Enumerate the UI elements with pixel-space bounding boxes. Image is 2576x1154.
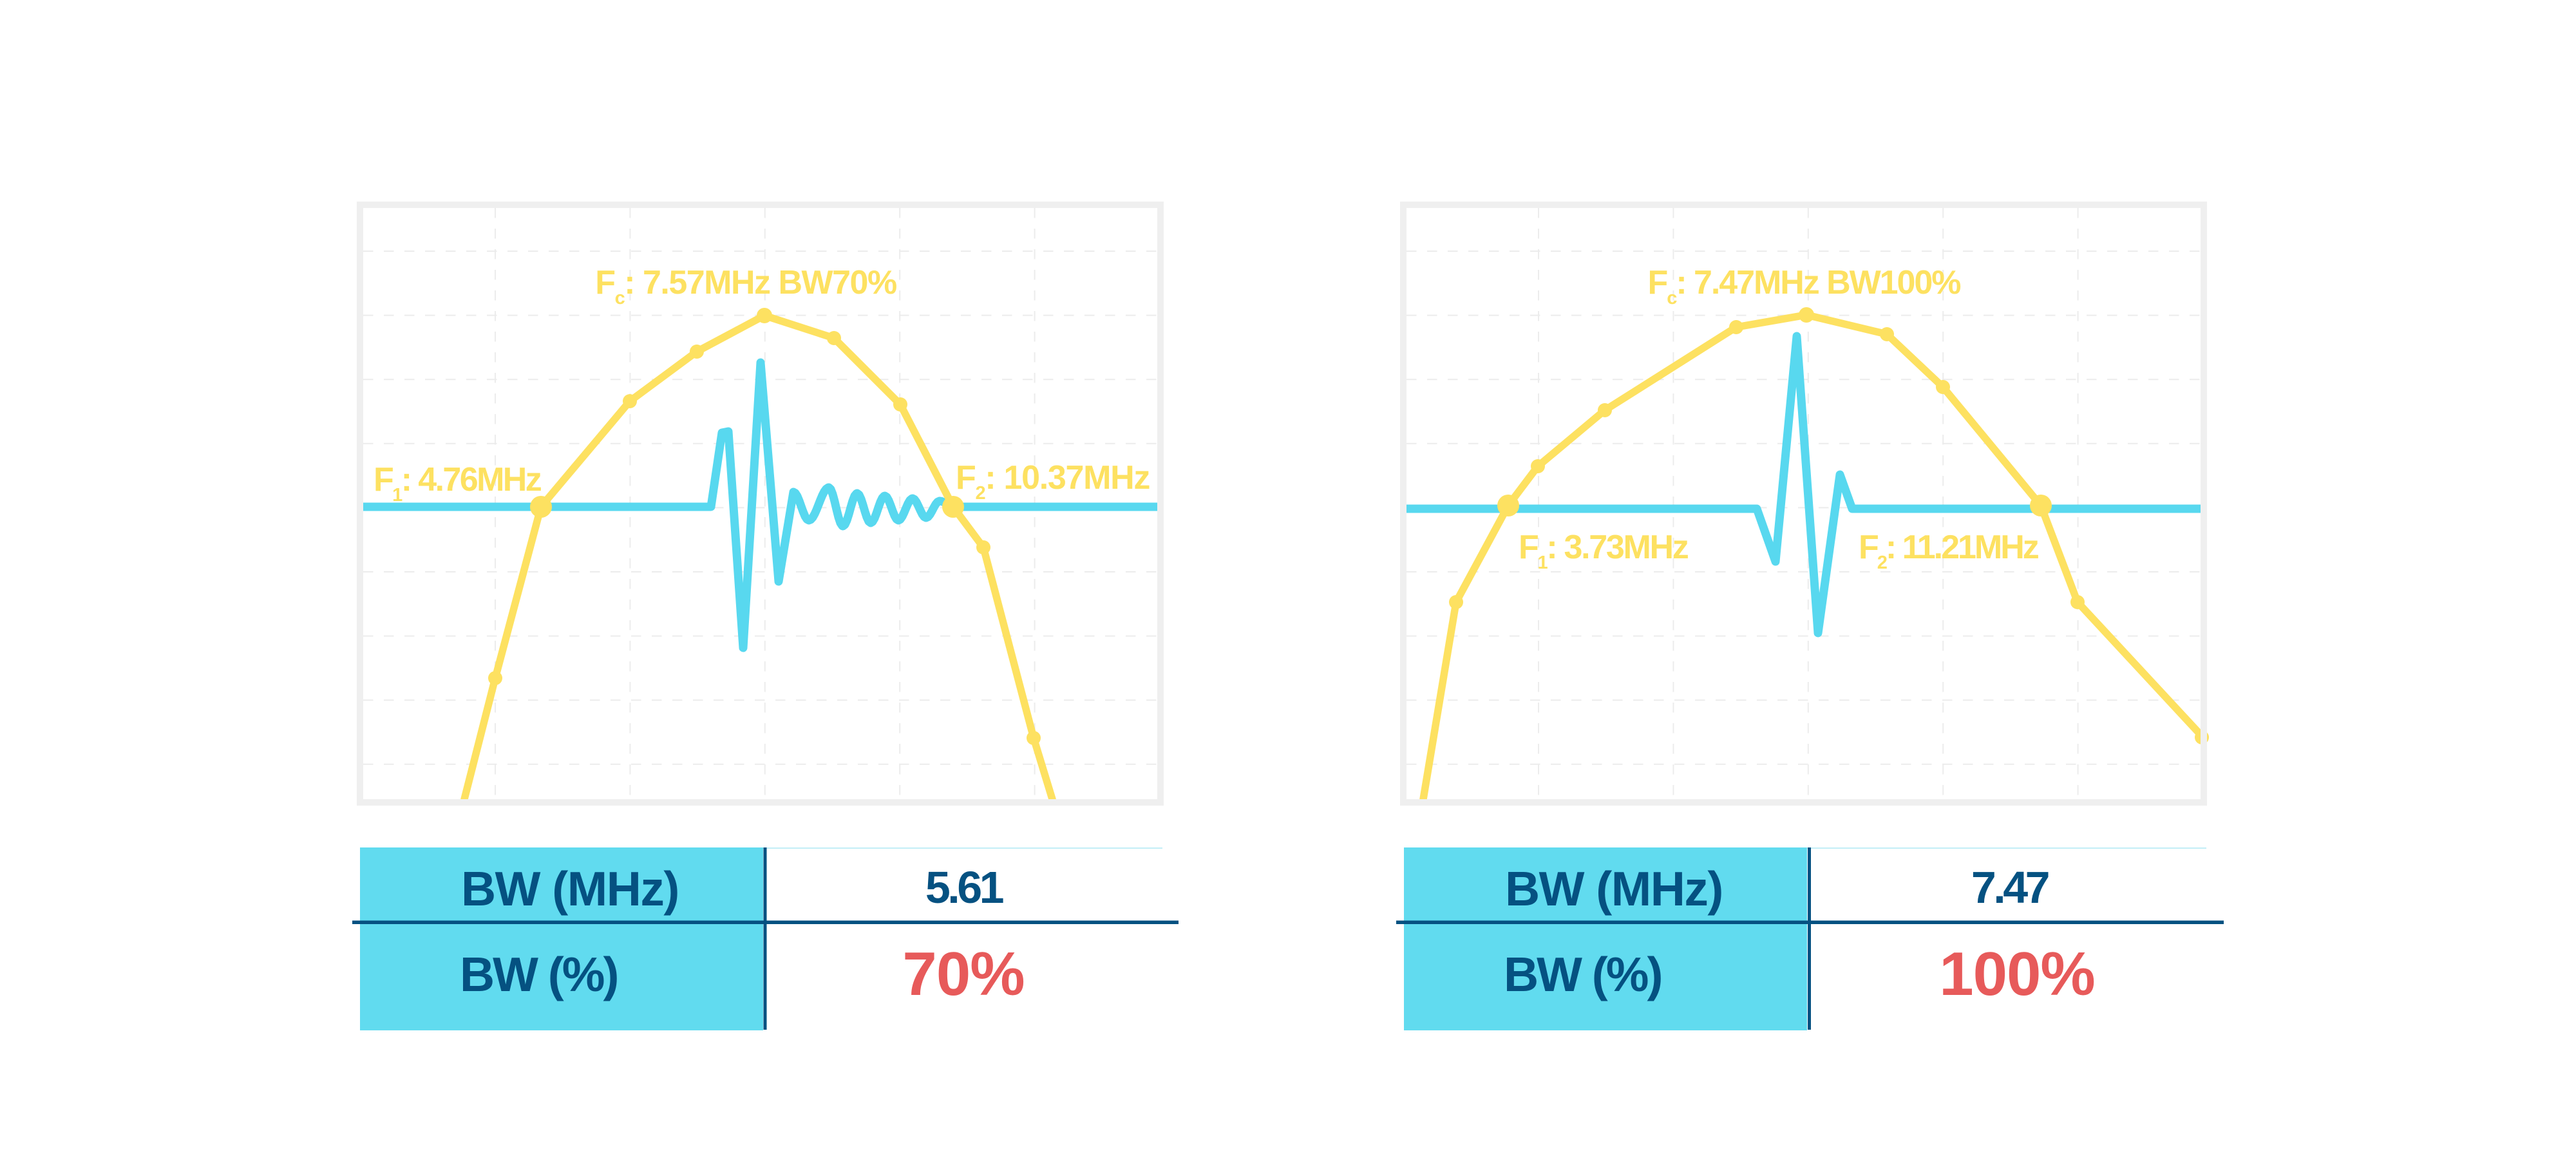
svg-text:BW (MHz): BW (MHz) xyxy=(461,862,679,916)
svg-text:F2: 11.21MHz: F2: 11.21MHz xyxy=(1859,529,2039,573)
svg-text:F1: 4.76MHz: F1: 4.76MHz xyxy=(374,461,542,506)
svg-text:BW (%): BW (%) xyxy=(460,947,617,1001)
svg-text:Fc: 7.47MHz BW100%: Fc: 7.47MHz BW100% xyxy=(1648,264,1961,308)
svg-text:100%: 100% xyxy=(1939,940,2095,1008)
svg-text:7.47: 7.47 xyxy=(1971,862,2049,913)
svg-text:5.61: 5.61 xyxy=(925,862,1003,913)
svg-text:F1: 3.73MHz: F1: 3.73MHz xyxy=(1519,529,1689,573)
svg-text:70%: 70% xyxy=(902,940,1024,1008)
svg-text:BW (%): BW (%) xyxy=(1504,947,1661,1001)
svg-text:Fc: 7.57MHz BW70%: Fc: 7.57MHz BW70% xyxy=(595,264,896,308)
svg-text:BW (MHz): BW (MHz) xyxy=(1505,862,1723,916)
svg-text:F2: 10.37MHz: F2: 10.37MHz xyxy=(956,459,1150,504)
